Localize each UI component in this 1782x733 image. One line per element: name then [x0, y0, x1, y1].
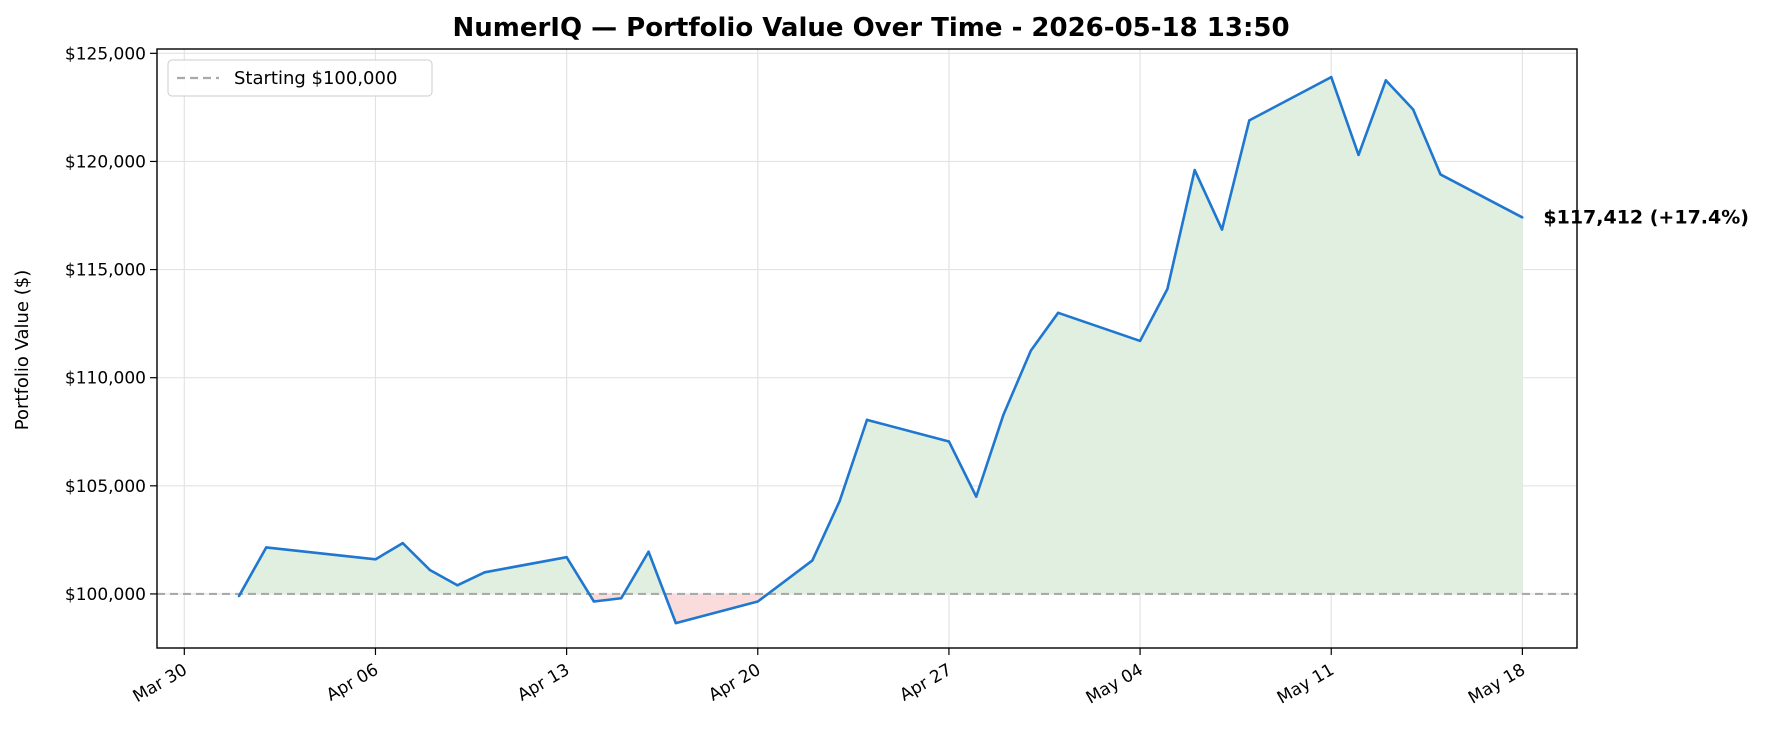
data-point: [811, 559, 814, 562]
loss-area: [664, 593, 768, 624]
data-point: [1166, 287, 1169, 291]
data-point: [592, 600, 596, 603]
y-tick-label: $120,000: [65, 152, 146, 172]
x-tick-label: Apr 20: [705, 660, 764, 706]
x-axis: Mar 30 Apr 06 Apr 13 Apr 20 Apr 27 May 04 May …: [130, 648, 1529, 708]
data-point: [1439, 173, 1442, 176]
data-point: [647, 550, 650, 553]
x-tick-label: May 18: [1465, 660, 1529, 708]
y-tick-label: $115,000: [65, 261, 146, 281]
gain-area: [240, 543, 590, 594]
x-tick-label: May 04: [1083, 660, 1147, 708]
x-tick-label: Apr 06: [323, 660, 382, 706]
chart-title: NumerIQ — Portfolio Value Over Time - 20…: [452, 13, 1289, 43]
data-point: [1056, 311, 1060, 315]
portfolio-value-line: [237, 75, 1523, 625]
data-point: [947, 440, 951, 443]
data-point: [265, 546, 268, 549]
gain-area: [767, 77, 1523, 594]
end-value-label: $117,412 (+17.4%): [1543, 206, 1749, 228]
data-point: [1521, 216, 1524, 219]
data-point: [1220, 228, 1224, 231]
data-point: [756, 600, 759, 603]
data-point: [456, 584, 459, 587]
series-layer: [237, 75, 1524, 625]
x-tick-label: May 11: [1274, 660, 1338, 708]
data-point: [865, 418, 869, 422]
data-point: [674, 621, 678, 625]
data-point: [620, 597, 623, 600]
data-point: [1138, 339, 1142, 343]
plot-frame: [156, 48, 1578, 649]
data-point: [1330, 75, 1333, 79]
data-point: [1384, 79, 1388, 82]
data-point: [374, 558, 377, 561]
data-point: [1029, 349, 1033, 352]
y-axis: $100,000 $105,000 $110,000 $115,000 $120,000…: [65, 44, 157, 605]
data-point: [483, 571, 486, 574]
y-axis-label: Portfolio Value ($): [12, 270, 33, 430]
data-point: [1248, 119, 1251, 122]
gain-area: [623, 551, 665, 594]
legend-box: [167, 59, 433, 97]
data-point: [565, 555, 568, 559]
legend: Starting $100,000: [167, 59, 433, 97]
data-point: [1193, 168, 1196, 172]
data-point: [1357, 153, 1360, 157]
data-point: [1002, 413, 1005, 416]
data-point: [428, 568, 432, 572]
loss-area: [589, 593, 624, 602]
y-tick-label: $125,000: [65, 44, 146, 64]
data-point: [1411, 108, 1415, 111]
y-tick-label: $105,000: [65, 477, 146, 497]
data-point: [237, 594, 241, 598]
data-point: [838, 499, 841, 503]
area-fills: [238, 77, 1523, 624]
x-tick-label: Apr 13: [514, 660, 573, 706]
x-tick-label: Apr 27: [897, 660, 956, 706]
y-tick-label: $110,000: [65, 369, 146, 389]
data-point: [401, 541, 404, 545]
x-tick-label: Mar 30: [130, 660, 191, 707]
y-tick-label: $100,000: [65, 585, 146, 605]
data-point: [975, 495, 978, 498]
legend-baseline-label: Starting $100,000: [234, 68, 397, 89]
